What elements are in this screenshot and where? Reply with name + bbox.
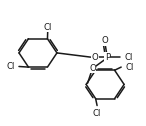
Text: Cl: Cl <box>7 62 15 71</box>
Text: O: O <box>102 36 108 45</box>
Text: Cl: Cl <box>126 63 134 72</box>
Text: O: O <box>92 53 98 62</box>
Text: Cl: Cl <box>44 23 52 32</box>
Text: P: P <box>105 53 110 62</box>
Text: O: O <box>89 64 96 73</box>
Text: Cl: Cl <box>124 53 132 62</box>
Text: Cl: Cl <box>93 109 101 118</box>
